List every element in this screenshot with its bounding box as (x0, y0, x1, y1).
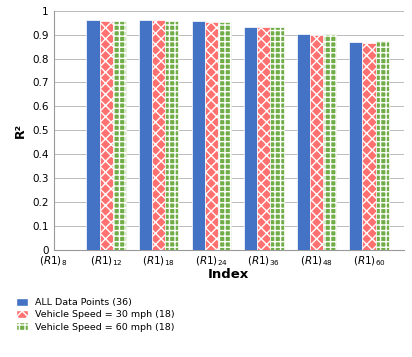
Bar (218, 22, 231, 250)
Bar (257, 27, 270, 250)
Bar (100, 21, 113, 250)
Bar (87, 20, 100, 250)
X-axis label: Index: Index (208, 268, 249, 281)
Bar (113, 21, 126, 250)
Legend: ALL Data Points (36), Vehicle Speed = 30 mph (18), Vehicle Speed = 60 mph (18): ALL Data Points (36), Vehicle Speed = 30… (16, 298, 175, 332)
Bar (139, 20, 152, 250)
Bar (349, 42, 363, 250)
Bar (363, 44, 375, 250)
Bar (297, 34, 310, 250)
Bar (270, 27, 283, 250)
Bar (152, 20, 165, 250)
Bar (375, 41, 389, 250)
Bar (323, 34, 336, 250)
Bar (192, 21, 205, 250)
Y-axis label: R²: R² (14, 123, 27, 138)
Bar (310, 35, 323, 250)
Bar (244, 27, 257, 250)
Bar (205, 22, 218, 250)
Bar (165, 21, 178, 250)
